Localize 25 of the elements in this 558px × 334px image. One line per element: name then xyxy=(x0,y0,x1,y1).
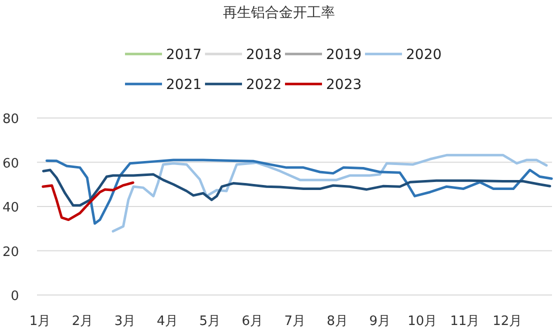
legend-label: 2017 xyxy=(166,47,202,63)
y-tick-label: 0 xyxy=(10,289,19,304)
x-tick-label: 5月 xyxy=(199,314,221,329)
chart-title: 再生铝合金开工率 xyxy=(223,5,335,21)
x-tick-label: 2月 xyxy=(72,314,94,329)
x-tick-label: 12月 xyxy=(492,314,522,329)
x-tick-label: 1月 xyxy=(29,314,51,329)
legend-label: 2023 xyxy=(326,77,362,93)
x-tick-label: 11月 xyxy=(450,314,480,329)
legend-label: 2020 xyxy=(406,47,442,63)
y-tick-label: 20 xyxy=(2,244,19,260)
legend-label: 2022 xyxy=(246,77,282,93)
x-tick-label: 10月 xyxy=(408,314,438,329)
x-tick-label: 3月 xyxy=(114,314,136,329)
y-tick-label: 80 xyxy=(2,112,19,127)
x-tick-label: 4月 xyxy=(156,314,178,329)
x-tick-label: 7月 xyxy=(284,314,306,329)
x-tick-label: 9月 xyxy=(369,314,391,329)
legend-label: 2021 xyxy=(166,77,202,93)
legend-label: 2018 xyxy=(246,47,282,63)
y-tick-label: 60 xyxy=(2,156,19,172)
x-tick-label: 6月 xyxy=(242,314,264,329)
x-tick-label: 8月 xyxy=(326,314,348,329)
y-tick-label: 40 xyxy=(2,200,19,216)
legend-label: 2019 xyxy=(326,47,362,63)
